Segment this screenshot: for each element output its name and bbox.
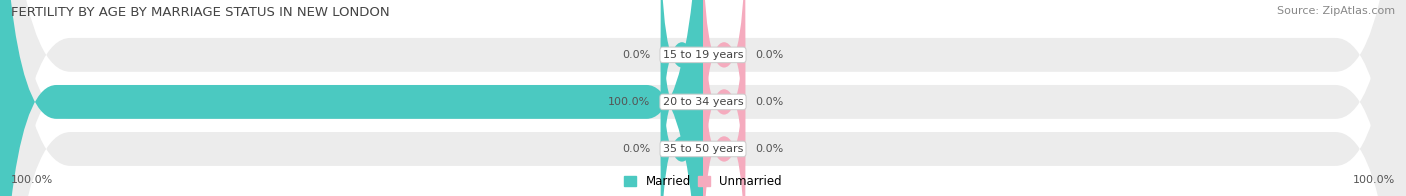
FancyBboxPatch shape [703, 0, 745, 196]
Text: 0.0%: 0.0% [756, 50, 785, 60]
Text: 20 to 34 years: 20 to 34 years [662, 97, 744, 107]
Text: 100.0%: 100.0% [607, 97, 650, 107]
Text: Source: ZipAtlas.com: Source: ZipAtlas.com [1277, 6, 1395, 16]
FancyBboxPatch shape [0, 0, 703, 196]
FancyBboxPatch shape [703, 21, 745, 196]
FancyBboxPatch shape [703, 0, 745, 183]
Text: 100.0%: 100.0% [11, 175, 53, 185]
Text: FERTILITY BY AGE BY MARRIAGE STATUS IN NEW LONDON: FERTILITY BY AGE BY MARRIAGE STATUS IN N… [11, 6, 389, 19]
Text: 35 to 50 years: 35 to 50 years [662, 144, 744, 154]
Text: 15 to 19 years: 15 to 19 years [662, 50, 744, 60]
Text: 0.0%: 0.0% [621, 50, 650, 60]
Text: 0.0%: 0.0% [756, 144, 785, 154]
Legend: Married, Unmarried: Married, Unmarried [624, 175, 782, 188]
Text: 0.0%: 0.0% [621, 144, 650, 154]
Text: 100.0%: 100.0% [1353, 175, 1395, 185]
FancyBboxPatch shape [661, 0, 703, 183]
Text: 0.0%: 0.0% [756, 97, 785, 107]
FancyBboxPatch shape [661, 0, 703, 196]
FancyBboxPatch shape [661, 21, 703, 196]
